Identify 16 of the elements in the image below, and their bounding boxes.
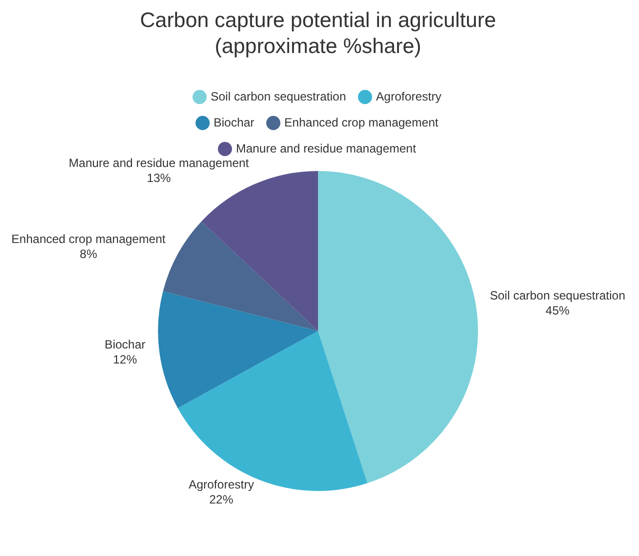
data-label: 13% xyxy=(146,170,172,185)
slice-label: Soil carbon sequestration xyxy=(490,288,626,302)
legend-label: Manure and residue management xyxy=(236,140,417,155)
legend-label: Biochar xyxy=(214,114,254,129)
slice-label: Enhanced crop management xyxy=(11,231,166,246)
data-label: 12% xyxy=(113,352,138,366)
legend-label: Soil carbon sequestration xyxy=(210,88,346,103)
slice-label: Manure and residue management xyxy=(68,156,250,170)
data-label: 22% xyxy=(209,492,234,506)
slice-label: Biochar xyxy=(104,337,146,352)
data-label: 8% xyxy=(80,246,98,260)
chart-title: Carbon capture potential in agriculture (approximate %share) xyxy=(138,8,498,60)
legend-label: Agroforestry xyxy=(376,88,442,103)
legend-label: Enhanced crop management xyxy=(284,114,440,129)
data-label: 45% xyxy=(546,303,570,318)
slice-label: Agroforestry xyxy=(188,477,254,492)
